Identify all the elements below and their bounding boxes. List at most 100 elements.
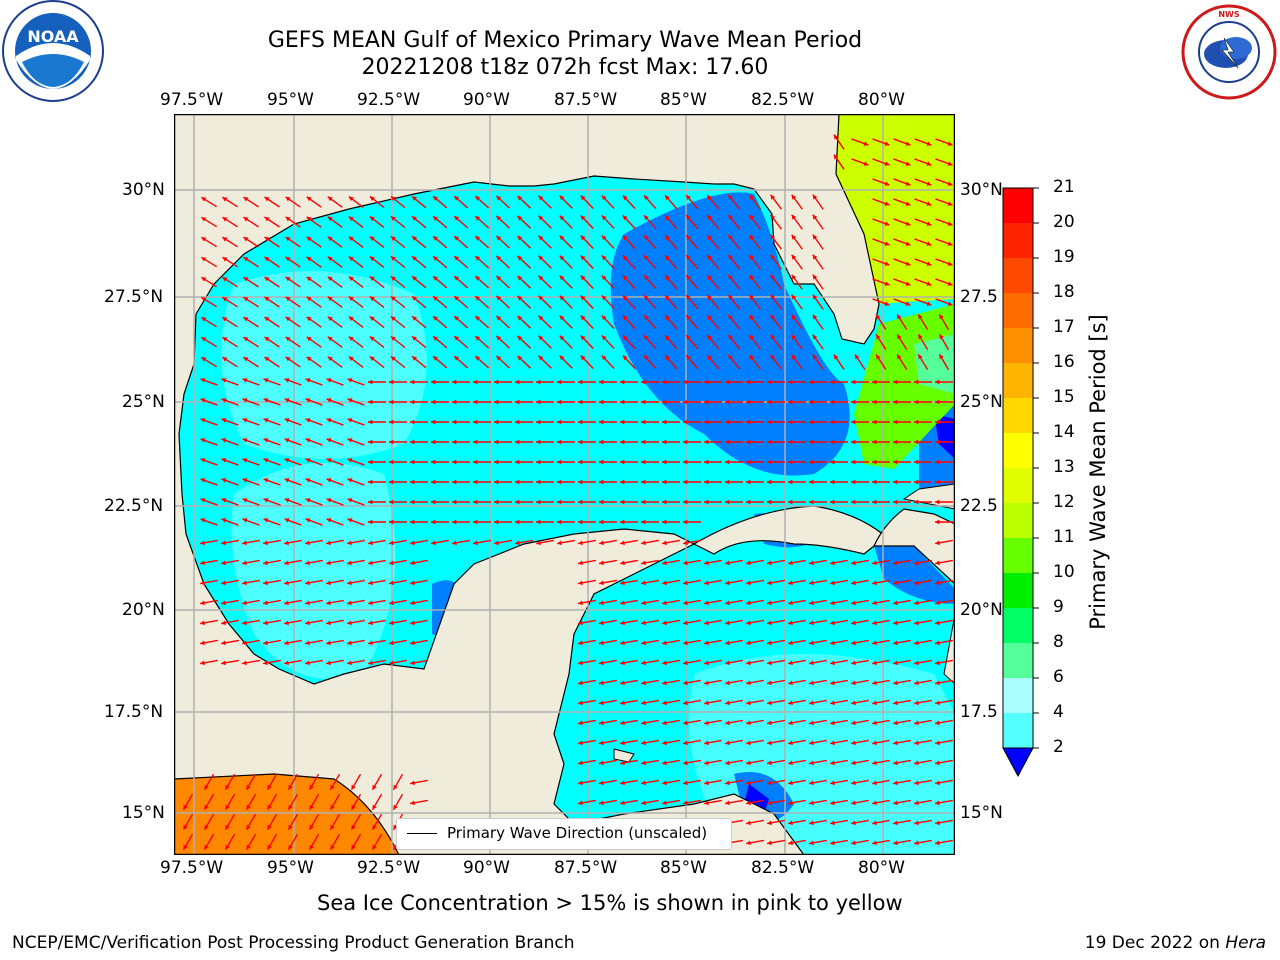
wave-arrow-head <box>475 215 481 221</box>
wave-arrow-head <box>306 236 312 242</box>
wave-arrow-head <box>791 354 797 360</box>
wave-arrow-head <box>830 399 835 405</box>
wave-arrow-head <box>410 660 415 666</box>
wave-arrow-head <box>830 700 835 706</box>
wave-arrow-head <box>788 419 793 425</box>
wave-arrow-head <box>644 235 649 241</box>
wave-arrow-head <box>580 235 586 241</box>
wave-arrow-head <box>872 459 877 465</box>
wave-arrow-head <box>538 215 544 221</box>
wave-arrow-head <box>559 235 565 241</box>
wave-arrow-head <box>412 296 417 301</box>
wave-arrow-head <box>914 439 919 445</box>
wave-arrow-head <box>683 800 688 806</box>
wave-arrow-head <box>200 560 205 566</box>
wave-arrow-head <box>368 459 373 465</box>
wave-arrow-head <box>517 235 523 241</box>
wave-arrow-head <box>599 760 604 766</box>
wave-arrow-head <box>473 540 478 546</box>
lat-label-right: 30°N <box>960 180 1003 200</box>
wave-arrow-head <box>330 804 335 810</box>
wave-arrow-head <box>578 399 583 405</box>
wave-arrow-head <box>855 354 860 360</box>
wave-arrow-head <box>306 276 312 282</box>
wave-arrow-head <box>833 134 839 140</box>
wave-arrow-head <box>767 840 772 846</box>
wave-arrow-head <box>494 499 499 505</box>
wave-arrow-head <box>327 296 333 302</box>
wave-arrow-head <box>947 281 953 286</box>
wave-arrow-head <box>538 355 544 361</box>
wave-arrow-head <box>347 580 352 586</box>
lat-label-right: 22.5 <box>960 496 998 516</box>
wave-arrow-head <box>578 499 583 505</box>
wave-arrow-head <box>809 580 814 586</box>
wave-arrow-head <box>284 478 290 483</box>
wave-arrow-head <box>641 540 646 546</box>
wave-arrow-head <box>412 276 417 281</box>
wave-arrow-head <box>327 236 333 242</box>
wave-arrow-head <box>327 216 333 222</box>
wave-arrow-head <box>641 700 646 706</box>
wave-arrow-head <box>809 499 814 505</box>
wave-arrow-head <box>538 235 544 241</box>
wave-arrow-head <box>389 399 394 405</box>
chart-subtitle: 20221208 t18z 072h fcst Max: 17.60 <box>361 55 769 80</box>
wave-arrow-head <box>580 355 586 361</box>
wave-arrow-head <box>221 398 227 403</box>
wave-arrow-head <box>791 314 797 320</box>
wave-arrow-head <box>809 760 814 766</box>
wave-arrow-head <box>305 418 311 423</box>
wave-arrow-head <box>893 820 898 826</box>
wave-arrow-head <box>452 479 457 485</box>
wave-arrow-head <box>662 519 667 525</box>
wave-arrow-head <box>410 439 415 445</box>
wave-arrow-head <box>893 780 898 786</box>
wave-arrow-head <box>369 296 375 302</box>
wave-arrow-head <box>704 740 709 746</box>
wave-arrow-head <box>368 620 373 626</box>
wave-arrow-head <box>221 600 226 606</box>
wave-arrow-head <box>389 660 394 666</box>
wave-arrow-head <box>368 640 373 646</box>
footer-date-text: 19 Dec 2022 on <box>1084 933 1226 953</box>
wave-arrow-head <box>452 540 457 546</box>
wave-arrow-head <box>893 680 898 686</box>
wave-arrow-head <box>620 760 625 766</box>
wave-arrow-head <box>665 315 670 321</box>
wave-arrow-head <box>285 236 291 242</box>
wave-arrow-head <box>914 479 919 485</box>
wave-arrow-head <box>893 580 898 586</box>
wave-arrow-head <box>221 518 227 523</box>
wave-arrow-head <box>221 498 227 503</box>
wave-arrow-head <box>809 459 814 465</box>
wave-arrow-head <box>788 720 793 726</box>
wave-arrow-head <box>683 600 688 606</box>
wave-arrow-head <box>222 237 228 242</box>
wave-arrow-head <box>599 740 604 746</box>
wave-arrow-head <box>183 844 188 850</box>
wave-arrow-head <box>728 314 734 320</box>
wave-arrow-head <box>947 181 953 186</box>
colorbar-segment <box>1003 468 1033 503</box>
wave-arrow-head <box>704 720 709 726</box>
wave-arrow-head <box>557 540 562 546</box>
wave-arrow-head <box>599 399 604 405</box>
wave-arrow-head <box>746 439 751 445</box>
wave-arrow-head <box>809 740 814 746</box>
wave-arrow-head <box>326 438 332 443</box>
wave-arrow-head <box>809 379 814 385</box>
wave-arrow-head <box>641 800 646 806</box>
wave-arrow-head <box>935 740 940 746</box>
wave-arrow-head <box>327 316 333 322</box>
wave-arrow-head <box>410 379 415 385</box>
wave-arrow-head <box>809 780 814 786</box>
wave-arrow-head <box>897 354 902 360</box>
wave-arrow-head <box>704 499 709 505</box>
wave-arrow-head <box>559 295 565 301</box>
wave-arrow-head <box>770 214 776 220</box>
wave-arrow-head <box>454 356 460 361</box>
wave-arrow-head <box>326 540 331 546</box>
wave-arrow-head <box>601 215 607 221</box>
wave-arrow-head <box>620 459 625 465</box>
